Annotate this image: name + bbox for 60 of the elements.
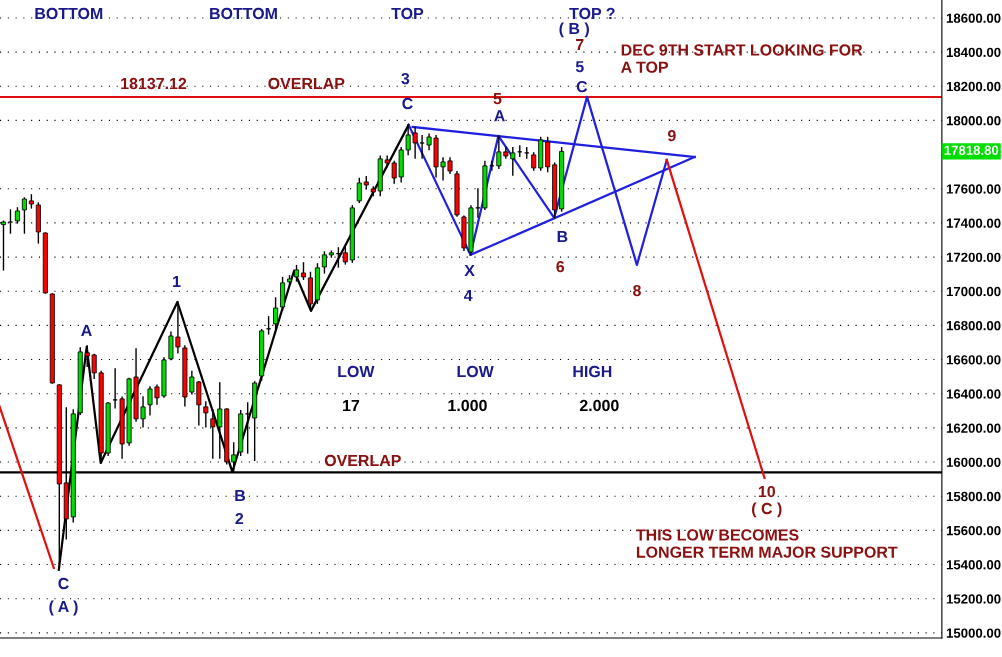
y-tick-label: 15000.00 — [946, 628, 1001, 638]
y-tick-label: 18400.00 — [946, 47, 1001, 58]
annotation: OVERLAP — [324, 454, 401, 467]
annotation: TOP ? — [569, 7, 615, 20]
annotation: 1.000 — [448, 399, 487, 412]
y-tick-label: 18600.00 — [946, 13, 1001, 23]
annotation: 7 — [576, 39, 584, 51]
y-tick-label: 15400.00 — [946, 560, 1001, 570]
annotation: 4 — [463, 290, 473, 302]
annotation: 18137.12 — [121, 77, 187, 90]
annotation: 2 — [235, 512, 244, 525]
annotation: A — [81, 325, 92, 337]
annotation: ( C ) — [752, 502, 782, 518]
annotation: 9 — [667, 129, 676, 142]
candlestick — [245, 402, 251, 454]
annotation: 6 — [556, 260, 565, 273]
candlestick — [321, 251, 327, 274]
y-tick-label: 15600.00 — [946, 525, 1001, 536]
y-tick-label: 17400.00 — [946, 218, 1001, 228]
annotation: 5 — [575, 61, 584, 73]
annotation: BOTTOM — [35, 7, 103, 20]
annotation: C — [576, 80, 588, 93]
y-tick-label: 16000.00 — [946, 457, 1001, 467]
y-tick-label: 17200.00 — [946, 252, 1001, 262]
annotation: 1 — [173, 276, 181, 287]
annotation: 8 — [633, 284, 641, 297]
annotation: 10 — [758, 485, 775, 498]
y-tick-label: 18200.00 — [946, 81, 1001, 92]
annotation: 2.000 — [579, 399, 619, 412]
annotation: C — [402, 97, 413, 110]
annotation: A — [494, 110, 505, 122]
annotation: DEC 9TH START LOOKING FOR A TOP — [621, 44, 863, 73]
candlestick — [419, 135, 425, 159]
text: 17818.80 — [944, 145, 999, 155]
annotation: TOP — [391, 7, 424, 20]
y-tick-label: 18000.00 — [946, 115, 1001, 126]
annotation: OVERLAP — [268, 77, 345, 90]
candlestick — [489, 160, 495, 171]
annotation: HIGH — [573, 365, 612, 378]
y-tick-label: 17000.00 — [946, 286, 1001, 297]
annotation: LOW — [338, 365, 375, 378]
y-tick-label: 16200.00 — [946, 423, 1001, 433]
y-tick-label: 16400.00 — [946, 389, 1001, 399]
annotation: X — [464, 265, 475, 277]
annotation: 3 — [401, 72, 410, 85]
annotation: BOTTOM — [210, 7, 277, 20]
annotation: ( B ) — [559, 22, 589, 38]
y-tick-label: 16800.00 — [946, 320, 1001, 331]
annotation: C — [58, 577, 69, 590]
annotation: THIS LOW BECOMES LONGER TERM MAJOR SUPPORT — [636, 529, 898, 558]
candlestick — [356, 177, 362, 204]
annotation: LOW — [457, 365, 494, 378]
y-tick-label: 15200.00 — [946, 594, 1001, 604]
annotation: 17 — [343, 400, 360, 412]
y-tick-label: 17600.00 — [946, 184, 1001, 194]
annotation: B — [235, 490, 246, 502]
y-tick-label: 16600.00 — [946, 355, 1001, 365]
annotation: ( A ) — [49, 600, 78, 616]
annotation: B — [557, 231, 568, 243]
y-tick-label: 15800.00 — [946, 491, 1001, 502]
